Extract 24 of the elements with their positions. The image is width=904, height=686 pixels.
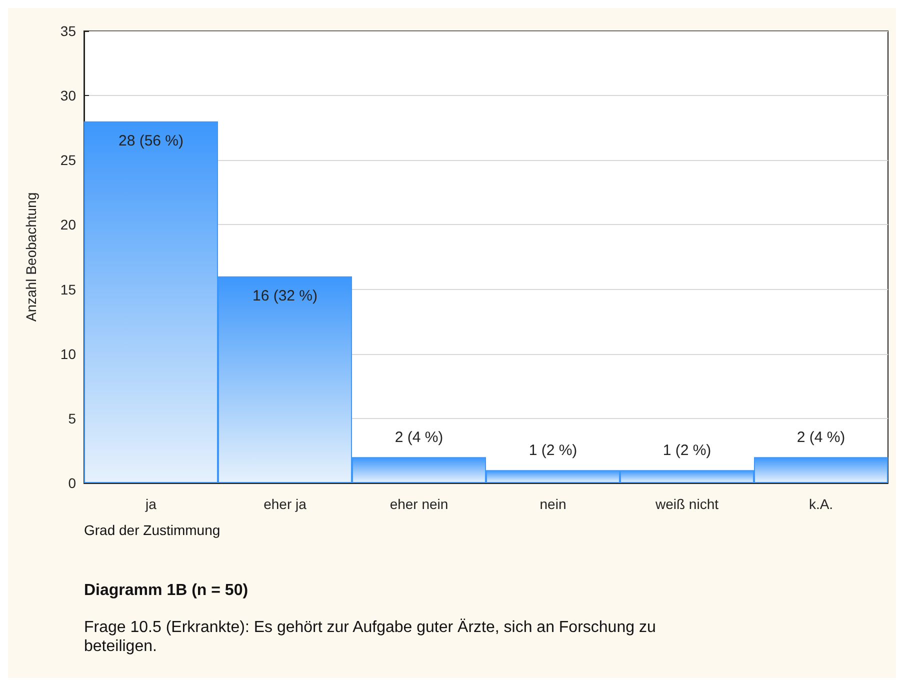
data-label: 1 (2 %)	[528, 442, 578, 460]
data-label: 2 (4 %)	[394, 429, 444, 446]
y-axis-title: Anzahl Beobachtung	[23, 192, 39, 322]
x-tick-label: nein	[540, 496, 566, 512]
y-tick-label: 20	[60, 216, 76, 233]
y-tick-label: 35	[60, 23, 76, 39]
x-tick-label: ja	[144, 496, 157, 512]
text: Diagramm 1B (n = 50)	[84, 582, 250, 600]
y-tick-label: 30	[60, 88, 76, 104]
data-label: 2 (4 %)	[796, 429, 846, 446]
y-tick-label: 25	[60, 152, 76, 168]
data-label: 1 (2 %)	[662, 442, 712, 460]
x-axis-title: Grad der Zustimmung	[84, 522, 222, 538]
x-tick-label: k.A.	[808, 496, 834, 512]
y-tick-label: 5	[68, 410, 76, 426]
x-tick-label: eher ja	[264, 496, 307, 512]
y-tick-label: 0	[68, 475, 76, 491]
text: Frage 10.5 (Erkrankte): Es gehört zur Aufgabe guter Ärzte, sich an Forschung zu beteiligen.	[84, 618, 657, 656]
y-tick-label: 10	[60, 346, 76, 362]
y-tick-label: 15	[60, 281, 76, 298]
x-tick-label: weiß nicht	[654, 496, 719, 512]
x-tick-label: eher nein	[390, 496, 448, 512]
data-label: 28 (56 %)	[118, 132, 184, 150]
data-label: 16 (32 %)	[252, 287, 318, 304]
